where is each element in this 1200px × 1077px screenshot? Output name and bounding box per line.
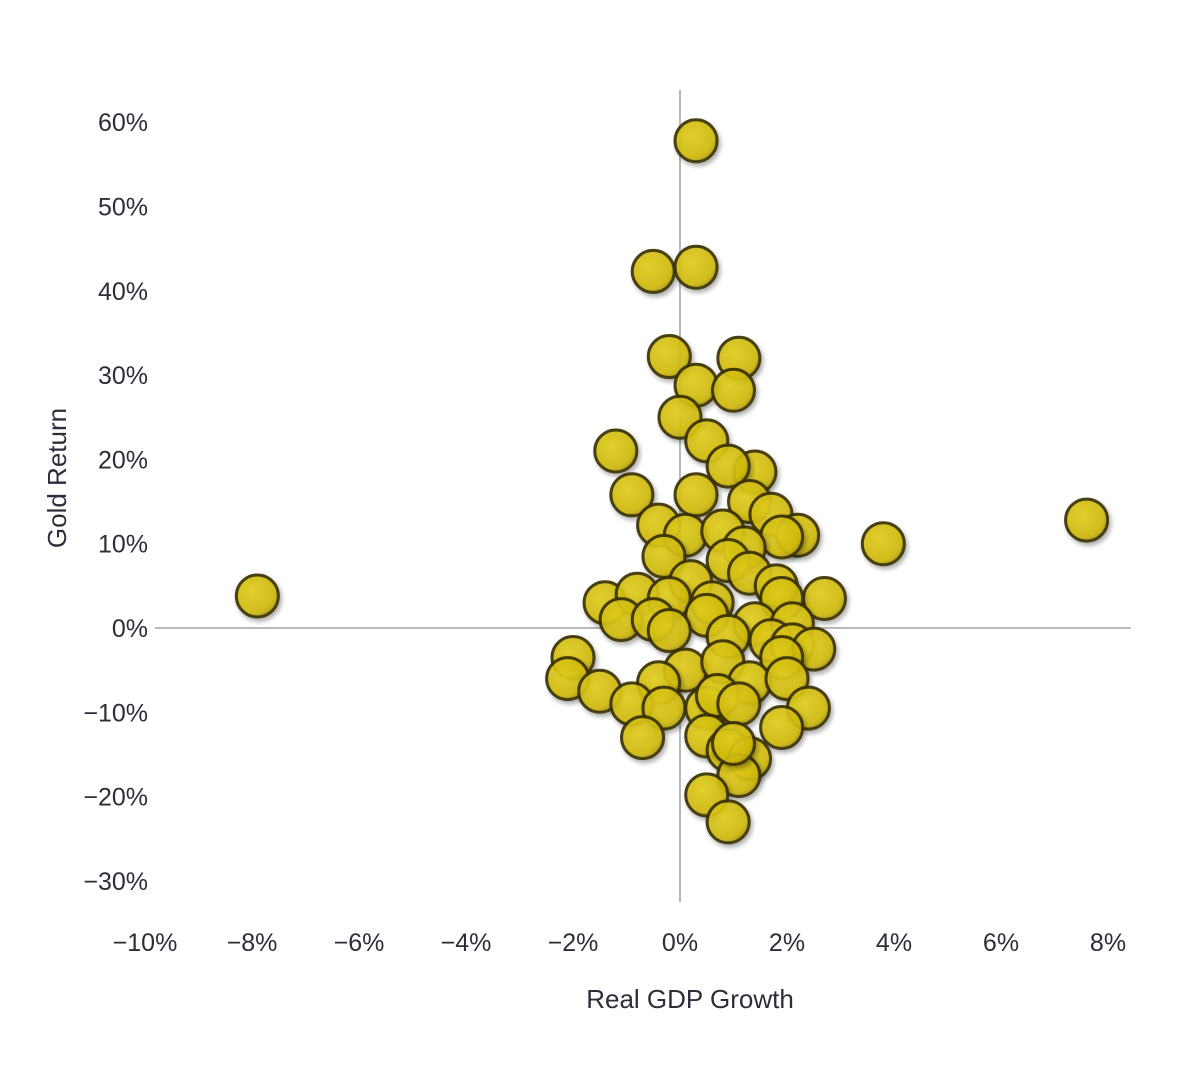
- data-point: [646, 608, 692, 654]
- data-point: [860, 521, 906, 567]
- data-point: [759, 704, 805, 750]
- data-point: [609, 472, 655, 518]
- x-tick-label: −6%: [334, 929, 385, 957]
- x-tick-label: −10%: [113, 929, 178, 957]
- y-tick-label: −10%: [83, 699, 148, 727]
- data-points: [234, 118, 1110, 845]
- x-tick-label: 2%: [769, 929, 805, 957]
- data-point: [716, 681, 762, 727]
- y-tick-label: −20%: [83, 784, 148, 812]
- x-tick-label: −2%: [548, 929, 599, 957]
- data-point: [711, 720, 756, 766]
- data-point: [593, 428, 639, 474]
- data-point: [705, 799, 751, 845]
- x-tick-label: 8%: [1090, 929, 1126, 957]
- y-tick-label: 50%: [98, 194, 148, 222]
- data-point: [711, 367, 756, 413]
- y-tick-label: 60%: [98, 109, 148, 137]
- data-point: [620, 715, 666, 761]
- tick-labels: −10% −8% −6% −4% −2% 0% 2% 4% 6% 8% 60% 50% 40% 30% 20…: [83, 109, 1126, 957]
- x-tick-label: 4%: [876, 929, 912, 957]
- x-tick-label: 6%: [983, 929, 1019, 957]
- data-point: [630, 248, 676, 294]
- y-tick-label: 20%: [98, 446, 148, 474]
- data-point: [705, 443, 751, 489]
- y-tick-label: −30%: [83, 868, 148, 896]
- data-point: [673, 472, 719, 518]
- y-tick-label: 40%: [98, 278, 148, 306]
- data-point: [234, 573, 280, 619]
- data-point: [673, 244, 719, 290]
- y-tick-label: 0%: [112, 615, 148, 643]
- y-tick-label: 10%: [98, 531, 148, 559]
- data-point: [646, 334, 692, 380]
- x-tick-label: 0%: [662, 929, 698, 957]
- x-tick-label: −8%: [227, 929, 278, 957]
- y-axis-title: Gold Return: [42, 408, 72, 548]
- x-tick-label: −4%: [441, 929, 492, 957]
- data-point: [1064, 497, 1110, 543]
- x-axis-title: Real GDP Growth: [586, 984, 794, 1014]
- y-tick-label: 30%: [98, 362, 148, 390]
- data-point: [673, 118, 719, 164]
- data-point: [759, 514, 805, 560]
